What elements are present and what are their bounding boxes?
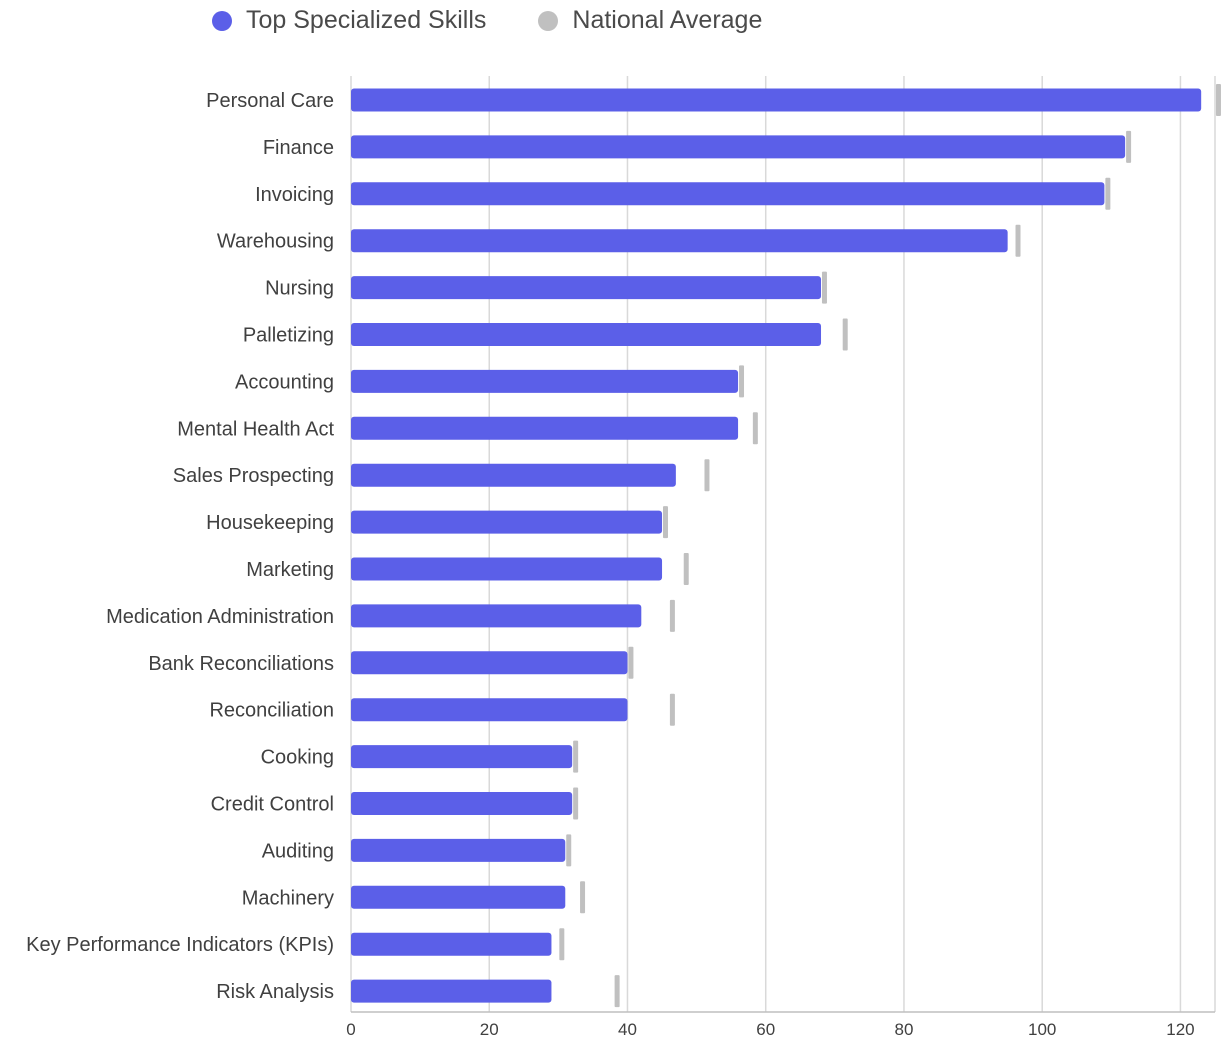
category-label-auditing: Auditing xyxy=(262,840,334,862)
category-label-accounting: Accounting xyxy=(235,371,334,393)
national-average-marker-bank-reconciliations[interactable] xyxy=(628,646,634,679)
bar-finance[interactable] xyxy=(351,135,1126,159)
category-label-invoicing: Invoicing xyxy=(255,184,334,206)
national-average-marker-sales-prospecting[interactable] xyxy=(704,459,710,492)
national-average-marker-nursing[interactable] xyxy=(821,271,827,304)
bar-invoicing[interactable] xyxy=(351,182,1105,206)
bar-sales-prospecting[interactable] xyxy=(351,463,676,487)
category-label-machinery: Machinery xyxy=(242,887,334,909)
bar-cooking[interactable] xyxy=(351,745,573,769)
category-label-personal-care: Personal Care xyxy=(206,90,334,112)
national-average-markers xyxy=(559,84,1221,1008)
category-labels: Personal Care Finance Invoicing Warehousing… xyxy=(26,90,334,1003)
legend-label-national-average: National Average xyxy=(572,6,763,34)
bar-warehousing[interactable] xyxy=(351,229,1008,253)
national-average-marker-machinery[interactable] xyxy=(580,881,586,914)
x-tick-label: 40 xyxy=(618,1020,637,1039)
category-label-marketing: Marketing xyxy=(246,559,334,581)
category-label-reconciliation: Reconciliation xyxy=(209,700,334,722)
national-average-marker-key-performance-indicators-kpis[interactable] xyxy=(559,928,565,961)
x-tick-label: 0 xyxy=(346,1020,355,1039)
bar-accounting[interactable] xyxy=(351,369,739,393)
bar-reconciliation[interactable] xyxy=(351,698,628,722)
x-axis-ticks: 0 20 40 60 80 100 120 xyxy=(346,1020,1194,1039)
bar-housekeeping[interactable] xyxy=(351,510,663,534)
national-average-marker-personal-care[interactable] xyxy=(1215,84,1221,116)
national-average-marker-risk-analysis[interactable] xyxy=(614,975,620,1008)
bar-risk-analysis[interactable] xyxy=(351,979,552,1003)
national-average-marker-cooking[interactable] xyxy=(573,740,579,773)
category-label-credit-control: Credit Control xyxy=(211,794,334,816)
category-label-risk-analysis: Risk Analysis xyxy=(216,981,334,1003)
category-label-mental-health-act: Mental Health Act xyxy=(177,418,334,440)
x-tick-label: 80 xyxy=(894,1020,913,1039)
legend-swatch-national-average xyxy=(538,10,559,31)
bar-machinery[interactable] xyxy=(351,885,566,909)
legend-swatch-top-specialized-skills xyxy=(212,10,232,31)
x-tick-label: 60 xyxy=(756,1020,775,1039)
legend-item-national-average[interactable]: National Average xyxy=(538,6,762,35)
national-average-marker-warehousing[interactable] xyxy=(1015,224,1021,257)
bar-bank-reconciliations[interactable] xyxy=(351,651,628,675)
national-average-marker-finance[interactable] xyxy=(1126,130,1132,163)
bar-mental-health-act[interactable] xyxy=(351,416,739,440)
category-label-sales-prospecting: Sales Prospecting xyxy=(173,465,334,487)
bars xyxy=(351,88,1202,1003)
bar-credit-control[interactable] xyxy=(351,792,573,815)
bar-auditing[interactable] xyxy=(351,838,566,862)
category-label-warehousing: Warehousing xyxy=(217,231,334,253)
gridlines xyxy=(350,76,1216,1013)
national-average-marker-medication-administration[interactable] xyxy=(669,599,675,632)
category-label-housekeeping: Housekeeping xyxy=(206,512,334,534)
x-tick-label: 120 xyxy=(1166,1020,1194,1039)
national-average-marker-credit-control[interactable] xyxy=(573,787,579,820)
national-average-marker-accounting[interactable] xyxy=(739,365,745,398)
bar-personal-care[interactable] xyxy=(351,88,1202,112)
legend: Top Specialized Skills National Average xyxy=(212,6,762,35)
bar-nursing[interactable] xyxy=(351,276,822,300)
category-label-bank-reconciliations: Bank Reconciliations xyxy=(148,653,334,675)
national-average-marker-invoicing[interactable] xyxy=(1105,177,1111,210)
category-label-cooking: Cooking xyxy=(261,747,334,769)
national-average-marker-housekeeping[interactable] xyxy=(662,506,668,539)
x-tick-label: 100 xyxy=(1028,1020,1056,1039)
national-average-marker-mental-health-act[interactable] xyxy=(752,412,758,445)
category-label-palletizing: Palletizing xyxy=(243,325,334,347)
bar-key-performance-indicators-kpis[interactable] xyxy=(351,932,552,956)
bar-medication-administration[interactable] xyxy=(351,604,642,628)
bar-marketing[interactable] xyxy=(351,557,663,581)
category-label-medication-administration: Medication Administration xyxy=(106,606,334,628)
category-label-nursing: Nursing xyxy=(265,278,334,300)
legend-label-top-specialized-skills: Top Specialized Skills xyxy=(246,6,487,34)
x-tick-label: 20 xyxy=(480,1020,499,1039)
bar-palletizing[interactable] xyxy=(351,323,822,346)
category-label-key-performance-indicators-kpis: Key Performance Indicators (KPIs) xyxy=(26,934,334,956)
national-average-marker-palletizing[interactable] xyxy=(842,318,848,351)
legend-item-top-specialized-skills[interactable]: Top Specialized Skills xyxy=(212,6,486,35)
national-average-marker-marketing[interactable] xyxy=(683,553,689,585)
national-average-marker-reconciliation[interactable] xyxy=(669,693,675,726)
category-label-finance: Finance xyxy=(263,137,334,159)
national-average-marker-auditing[interactable] xyxy=(566,834,572,867)
